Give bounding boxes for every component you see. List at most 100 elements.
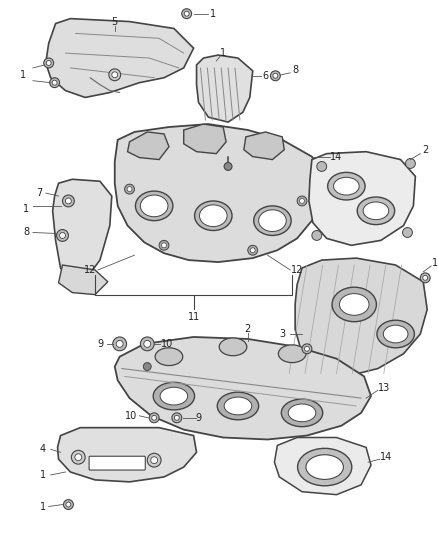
Ellipse shape	[339, 294, 369, 316]
Text: 10: 10	[161, 339, 173, 349]
Circle shape	[143, 362, 151, 370]
Text: 1: 1	[220, 48, 226, 58]
Ellipse shape	[288, 404, 316, 422]
Ellipse shape	[363, 202, 389, 220]
Ellipse shape	[217, 392, 259, 420]
Text: 6: 6	[262, 71, 268, 81]
Circle shape	[184, 11, 189, 16]
Circle shape	[273, 74, 278, 78]
Circle shape	[44, 58, 53, 68]
Text: 2: 2	[422, 144, 428, 155]
Polygon shape	[115, 124, 325, 262]
Text: 1: 1	[40, 470, 46, 480]
FancyBboxPatch shape	[89, 456, 145, 470]
Polygon shape	[115, 337, 371, 440]
Circle shape	[66, 502, 71, 507]
Circle shape	[162, 243, 166, 248]
Polygon shape	[57, 427, 197, 482]
Text: 2: 2	[245, 324, 251, 334]
Text: 11: 11	[187, 312, 200, 322]
Text: 1: 1	[20, 70, 26, 80]
Polygon shape	[244, 132, 284, 159]
Circle shape	[116, 341, 123, 348]
Text: 7: 7	[36, 188, 42, 198]
Circle shape	[57, 230, 68, 241]
Circle shape	[75, 454, 82, 461]
Ellipse shape	[254, 206, 291, 236]
Circle shape	[109, 69, 120, 80]
Circle shape	[304, 346, 309, 351]
Polygon shape	[127, 132, 169, 159]
Ellipse shape	[328, 172, 365, 200]
Ellipse shape	[153, 382, 194, 410]
Circle shape	[140, 337, 154, 351]
Polygon shape	[184, 124, 226, 154]
Ellipse shape	[281, 399, 323, 427]
Text: 4: 4	[40, 445, 46, 454]
Circle shape	[224, 163, 232, 171]
Circle shape	[46, 61, 51, 66]
Ellipse shape	[194, 201, 232, 231]
Polygon shape	[197, 55, 253, 122]
Circle shape	[300, 198, 304, 204]
Ellipse shape	[306, 455, 343, 479]
Circle shape	[147, 453, 161, 467]
Circle shape	[174, 415, 179, 420]
Text: 9: 9	[97, 339, 103, 349]
Polygon shape	[46, 19, 194, 98]
Ellipse shape	[334, 177, 359, 195]
Polygon shape	[295, 258, 427, 376]
Circle shape	[65, 198, 71, 204]
Circle shape	[317, 161, 327, 172]
Circle shape	[250, 248, 255, 253]
Circle shape	[420, 273, 430, 283]
Ellipse shape	[383, 325, 408, 343]
Circle shape	[71, 450, 85, 464]
Text: 1: 1	[210, 9, 216, 19]
Circle shape	[49, 78, 60, 87]
Circle shape	[113, 337, 127, 351]
Text: 12: 12	[291, 265, 303, 275]
Ellipse shape	[259, 210, 286, 231]
Ellipse shape	[140, 195, 168, 217]
Ellipse shape	[135, 191, 173, 221]
Polygon shape	[53, 179, 112, 282]
Circle shape	[127, 187, 132, 191]
Circle shape	[159, 240, 169, 250]
Circle shape	[149, 413, 159, 423]
Polygon shape	[309, 152, 415, 245]
Polygon shape	[275, 438, 371, 495]
Ellipse shape	[297, 448, 352, 486]
Text: 9: 9	[195, 413, 201, 423]
Circle shape	[112, 72, 118, 78]
Ellipse shape	[219, 338, 247, 356]
Circle shape	[124, 184, 134, 194]
Polygon shape	[59, 265, 108, 295]
Ellipse shape	[224, 397, 252, 415]
Text: 1: 1	[432, 258, 438, 268]
Text: 3: 3	[279, 329, 286, 339]
Circle shape	[64, 499, 73, 510]
Circle shape	[403, 228, 413, 237]
Circle shape	[302, 344, 312, 354]
Circle shape	[63, 195, 74, 207]
Circle shape	[144, 341, 151, 348]
Ellipse shape	[199, 205, 227, 227]
Circle shape	[423, 276, 427, 280]
Circle shape	[312, 231, 322, 240]
Text: 13: 13	[378, 383, 390, 393]
Circle shape	[151, 457, 158, 464]
Text: 8: 8	[23, 228, 29, 238]
Ellipse shape	[279, 345, 306, 362]
Ellipse shape	[160, 387, 187, 405]
Text: 1: 1	[23, 204, 29, 214]
Ellipse shape	[332, 287, 376, 322]
Ellipse shape	[377, 320, 414, 348]
Ellipse shape	[155, 348, 183, 366]
Circle shape	[271, 71, 280, 80]
Text: 14: 14	[330, 151, 343, 161]
Circle shape	[172, 413, 182, 423]
Circle shape	[52, 80, 57, 85]
Text: 12: 12	[84, 265, 96, 275]
Text: 8: 8	[292, 65, 298, 75]
